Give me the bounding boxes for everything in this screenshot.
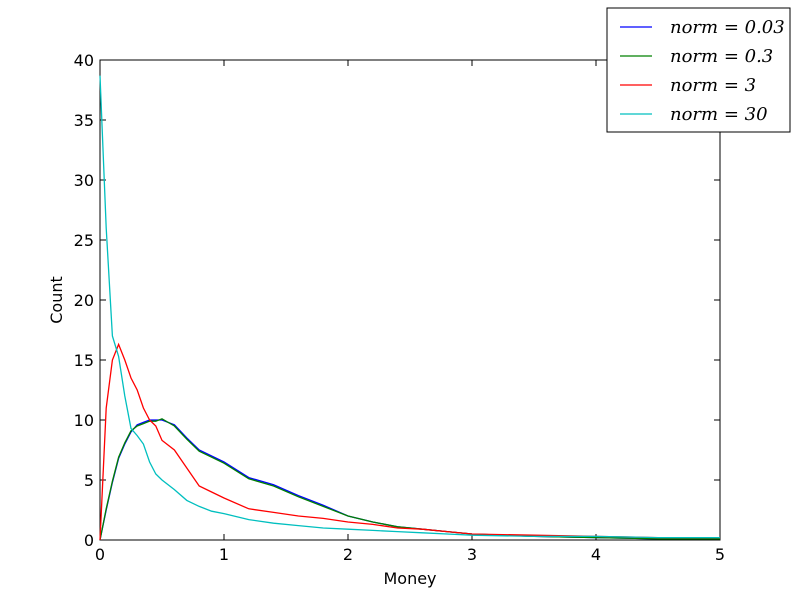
legend-box <box>606 7 791 133</box>
series-line-norm-0-03 <box>99 419 720 541</box>
legend-label-norm-0-3: norm = 0.3 <box>670 46 773 67</box>
y-axis-label: Count <box>47 276 66 324</box>
x-tick-label: 1 <box>219 545 229 564</box>
y-tick-label: 35 <box>74 111 94 130</box>
y-tick-label: 30 <box>74 171 94 190</box>
series-line-norm-3 <box>99 342 720 541</box>
legend: norm = 0.03 norm = 0.3 norm = 3 norm = 3… <box>606 7 791 133</box>
y-tick-label: 20 <box>74 291 94 310</box>
x-tick-label: 4 <box>591 545 601 564</box>
y-tick-label: 0 <box>84 531 94 550</box>
legend-label-norm-30: norm = 30 <box>670 104 768 125</box>
series-line-norm-30 <box>99 75 720 539</box>
y-tick-label: 15 <box>74 351 94 370</box>
legend-label-norm-3: norm = 3 <box>670 75 756 96</box>
series-line-norm-0-3 <box>99 418 720 541</box>
y-tick-label: 10 <box>74 411 94 430</box>
x-tick-label: 3 <box>467 545 477 564</box>
series-layer <box>99 75 720 541</box>
x-tick-label: 5 <box>715 545 725 564</box>
axis-ticks: 0 1 2 3 4 5 0 5 10 15 20 25 30 35 40 <box>74 51 725 564</box>
x-tick-label: 2 <box>343 545 353 564</box>
y-tick-label: 40 <box>74 51 94 70</box>
x-axis-label: Money <box>383 569 436 588</box>
legend-label-norm-0-03: norm = 0.03 <box>670 17 785 38</box>
x-tick-label: 0 <box>95 545 105 564</box>
y-tick-label: 5 <box>84 471 94 490</box>
y-tick-label: 25 <box>74 231 94 250</box>
